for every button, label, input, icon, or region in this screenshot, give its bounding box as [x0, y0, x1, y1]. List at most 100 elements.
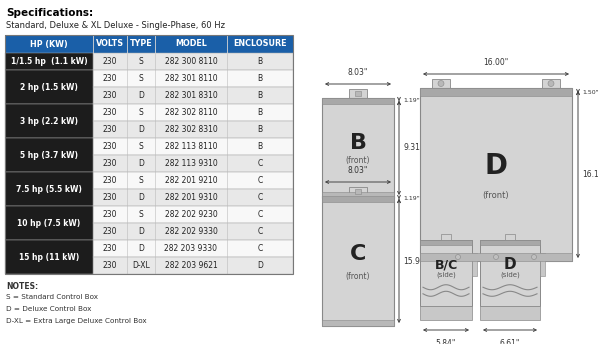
Text: C: C	[257, 244, 263, 253]
Bar	[420, 240, 472, 245]
Bar	[93, 121, 293, 138]
Bar	[322, 98, 394, 198]
Text: 282 113 8110: 282 113 8110	[165, 142, 217, 151]
Text: D: D	[138, 91, 144, 100]
Text: 230: 230	[103, 210, 117, 219]
Bar	[540, 253, 545, 276]
Text: B: B	[257, 57, 263, 66]
Text: (front): (front)	[346, 272, 370, 281]
Text: B: B	[257, 125, 263, 134]
Bar	[93, 172, 293, 189]
Bar	[5, 240, 93, 274]
Text: 1.19": 1.19"	[403, 98, 420, 104]
Circle shape	[438, 80, 444, 86]
Bar	[432, 79, 450, 88]
Bar	[472, 253, 477, 276]
Circle shape	[548, 80, 554, 86]
Text: ENCLOSURE: ENCLOSURE	[233, 40, 287, 49]
Text: S: S	[139, 210, 144, 219]
Text: 230: 230	[103, 176, 117, 185]
Text: 230: 230	[103, 91, 117, 100]
Text: 282 201 9310: 282 201 9310	[164, 193, 218, 202]
Text: (side): (side)	[436, 271, 456, 278]
Text: C: C	[257, 176, 263, 185]
Text: D = Deluxe Control Box: D = Deluxe Control Box	[6, 306, 91, 312]
Bar	[5, 53, 93, 70]
Text: 282 301 8310: 282 301 8310	[164, 91, 218, 100]
Text: 230: 230	[103, 125, 117, 134]
Bar	[480, 305, 540, 320]
Text: S: S	[139, 142, 144, 151]
Text: D: D	[257, 261, 263, 270]
Text: 282 113 9310: 282 113 9310	[164, 159, 218, 168]
Text: D: D	[504, 257, 516, 272]
Text: 230: 230	[103, 261, 117, 270]
Text: 230: 230	[103, 108, 117, 117]
Text: 7.5 hp (5.5 kW): 7.5 hp (5.5 kW)	[16, 184, 82, 193]
Bar	[420, 88, 572, 261]
Bar	[93, 70, 293, 87]
Text: S: S	[139, 176, 144, 185]
Text: VOLTS: VOLTS	[96, 40, 124, 49]
Bar	[5, 35, 293, 53]
Text: 230: 230	[103, 74, 117, 83]
Text: B: B	[257, 142, 263, 151]
Bar	[322, 196, 394, 326]
Bar	[420, 305, 472, 320]
Text: C: C	[350, 245, 366, 265]
Text: C: C	[257, 227, 263, 236]
Text: 1/1.5 hp  (1.1 kW): 1/1.5 hp (1.1 kW)	[11, 57, 87, 66]
Text: D-XL = Extra Large Deluxe Control Box: D-XL = Extra Large Deluxe Control Box	[6, 318, 147, 324]
Text: C: C	[257, 193, 263, 202]
Bar	[505, 234, 515, 240]
Text: 9.31": 9.31"	[403, 143, 423, 152]
Text: 5.84": 5.84"	[436, 339, 456, 344]
Text: D: D	[138, 227, 144, 236]
Text: B: B	[257, 108, 263, 117]
Text: 282 301 8110: 282 301 8110	[164, 74, 217, 83]
Text: 3 hp (2.2 kW): 3 hp (2.2 kW)	[20, 117, 78, 126]
Text: B: B	[257, 91, 263, 100]
Bar	[420, 88, 572, 96]
Bar	[5, 138, 93, 172]
Text: 282 203 9621: 282 203 9621	[164, 261, 218, 270]
Circle shape	[493, 255, 499, 259]
Text: 230: 230	[103, 142, 117, 151]
Text: 230: 230	[103, 227, 117, 236]
Text: Specifications:: Specifications:	[6, 8, 93, 18]
Text: 1.19": 1.19"	[403, 196, 420, 202]
Bar	[93, 223, 293, 240]
Text: 230: 230	[103, 193, 117, 202]
Bar	[480, 240, 540, 245]
Text: B: B	[257, 74, 263, 83]
Text: S: S	[139, 74, 144, 83]
Bar	[93, 155, 293, 172]
Text: 16.12": 16.12"	[582, 170, 598, 179]
Bar	[93, 240, 293, 257]
Bar	[349, 89, 367, 98]
Text: 8.03": 8.03"	[348, 166, 368, 175]
Text: 282 300 8110: 282 300 8110	[164, 57, 218, 66]
Text: 15 hp (11 kW): 15 hp (11 kW)	[19, 252, 79, 261]
Bar	[5, 104, 93, 138]
Text: S = Standard Control Box: S = Standard Control Box	[6, 294, 98, 300]
Text: 282 302 8310: 282 302 8310	[164, 125, 218, 134]
Bar	[355, 91, 361, 96]
Text: 1.50": 1.50"	[582, 89, 598, 95]
Bar	[5, 172, 93, 206]
Text: 8.03": 8.03"	[348, 68, 368, 77]
Text: MODEL: MODEL	[175, 40, 207, 49]
Text: 282 302 8110: 282 302 8110	[164, 108, 217, 117]
Text: B: B	[349, 133, 367, 153]
Text: S: S	[139, 57, 144, 66]
Text: C: C	[257, 159, 263, 168]
Bar	[322, 196, 394, 202]
Bar	[441, 234, 451, 240]
Text: 16.00": 16.00"	[483, 58, 509, 67]
Text: 2 hp (1.5 kW): 2 hp (1.5 kW)	[20, 83, 78, 92]
Text: D-XL: D-XL	[132, 261, 150, 270]
Bar	[542, 79, 560, 88]
Text: D: D	[138, 159, 144, 168]
Text: D: D	[138, 193, 144, 202]
Bar	[322, 98, 394, 104]
